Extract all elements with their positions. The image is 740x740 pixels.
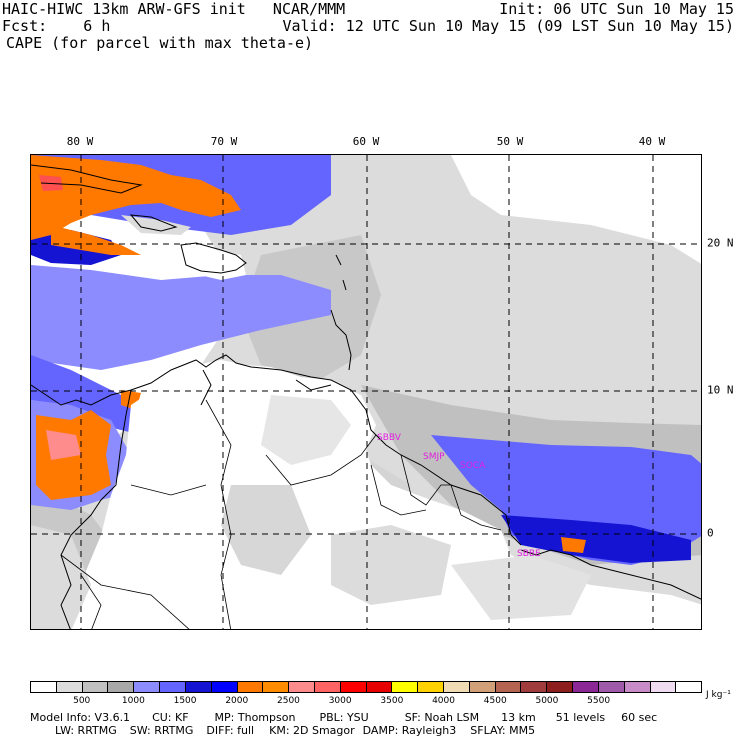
footer-item: DIFF: full: [206, 724, 255, 737]
lat-label-10n: 10 N: [707, 383, 734, 397]
colorbar-cell: [185, 682, 212, 692]
footer-item: PBL: YSU: [319, 711, 369, 724]
colorbar-tick-label: 1500: [173, 696, 197, 706]
colorbar-cell: [56, 682, 83, 692]
colorbar-cell: [108, 682, 135, 692]
colorbar-cell: [366, 682, 393, 692]
footer-item: KM: 2D Smagor: [269, 724, 355, 737]
footer-item: DAMP: Rayleigh3: [362, 724, 457, 737]
footer-line2: LW: RRTMG SW: RRTMG DIFF: full KM: 2D Smago…: [55, 724, 549, 737]
lon-label-60w: 60 W: [352, 135, 380, 148]
colorbar-cell: [82, 682, 109, 692]
lat-lon-grid: [31, 155, 701, 629]
lat-label-20n: 20 N: [707, 236, 734, 250]
colorbar-cell: [469, 682, 496, 692]
colorbar-cell: [598, 682, 625, 692]
lon-label-50w: 50 W: [496, 135, 524, 148]
land-masses: [71, 215, 701, 629]
colorbar-cell: [392, 682, 419, 692]
colorbar-cell: [650, 682, 677, 692]
colorbar-cell: [134, 682, 161, 692]
model-title: HAIC-HIWC 13km ARW-GFS init NCAR/MMM: [2, 0, 346, 18]
colorbar-tick-label: 3500: [380, 696, 404, 706]
colorbar-tick-label: 3000: [328, 696, 352, 706]
colorbar-cell: [418, 682, 444, 692]
colorbar-tick-label: 2500: [277, 696, 300, 706]
land-shading: [31, 395, 591, 629]
lon-label-40w: 40 W: [638, 135, 666, 148]
colorbar-cell: [31, 682, 57, 692]
colorbar-cell: [289, 682, 315, 692]
colorbar-cell: [314, 682, 341, 692]
init-time: Init: 06 UTC Sun 10 May 15: [499, 0, 734, 18]
colorbar-cell: [547, 682, 574, 692]
colorbar-cell: [624, 682, 651, 692]
colorbar-tick-label: 1000: [121, 696, 145, 706]
coastlines: [31, 164, 701, 629]
footer-item: Model Info: V3.6.1: [30, 711, 131, 724]
footer-item: SFLAY: MM5: [470, 724, 536, 737]
station-label-soca: SOCA: [460, 461, 486, 471]
colorbar-cell: [521, 682, 548, 692]
colorbar-units: J kg⁻¹: [706, 690, 731, 700]
colorbar-cell: [211, 682, 238, 692]
colorbar-tick-label: 2000: [225, 696, 249, 706]
colorbar-tick-label: 5500: [587, 696, 611, 706]
colorbar-cell: [444, 682, 470, 692]
station-label-smjp: SMJP: [423, 452, 445, 462]
colorbar-cell: [263, 682, 290, 692]
map-canvas: [31, 155, 701, 629]
colorbar-tick-label: 4000: [432, 696, 455, 706]
footer-item: SF: Noah LSM: [404, 711, 480, 724]
lat-label-0: 0: [707, 526, 714, 540]
colorbar-cell: [573, 682, 599, 692]
forecast-hour: Fcst: 6 h: [2, 17, 111, 35]
colorbar-cell: [237, 682, 264, 692]
colorbar-tick-label: 500: [73, 696, 91, 706]
cape-map: [30, 154, 702, 630]
footer-item: CU: KF: [152, 711, 189, 724]
colorbar-tick-label: 5000: [535, 696, 559, 706]
footer-item: 51 levels: [555, 711, 606, 724]
colorbar-tick-label: 4500: [483, 696, 507, 706]
footer-item: 60 sec: [621, 711, 658, 724]
colorbar-cell: [495, 682, 522, 692]
country-borders: [60, 399, 502, 629]
footer-item: 13 km: [501, 711, 536, 724]
footer-item: MP: Thompson: [214, 711, 296, 724]
footer-item: LW: RRTMG: [55, 724, 117, 737]
colorbar-cell: [676, 682, 702, 692]
colorbar-cell: [340, 682, 367, 692]
colorbar-cell: [160, 682, 186, 692]
cape-high-shading: [31, 155, 586, 553]
field-title: CAPE (for parcel with max theta-e): [6, 34, 314, 52]
footer-line1: Model Info: V3.6.1 CU: KF MP: Thompson PBL:…: [30, 711, 671, 724]
valid-time: Valid: 12 UTC Sun 10 May 15 (09 LST Sun …: [282, 17, 734, 35]
station-label-sbbe: SBBE: [517, 549, 541, 559]
colorbar: [30, 681, 702, 693]
station-label-sbbv: SBBV: [377, 433, 401, 443]
footer-item: SW: RRTMG: [129, 724, 194, 737]
lon-label-70w: 70 W: [210, 135, 238, 148]
lon-label-80w: 80 W: [66, 135, 94, 148]
